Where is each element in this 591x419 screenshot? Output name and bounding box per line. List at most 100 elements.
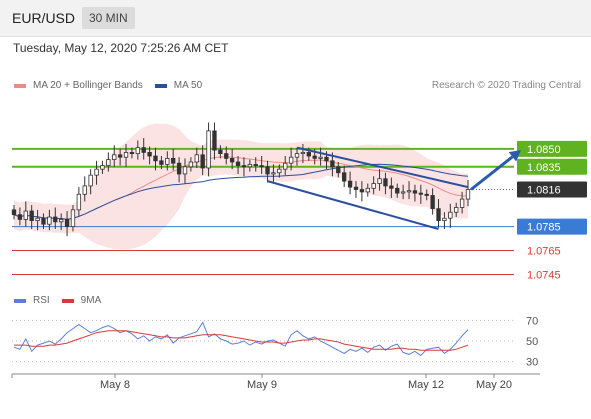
candle-body: [395, 187, 400, 194]
candle-body: [412, 190, 418, 194]
candle-body: [206, 130, 211, 169]
forecast-arrow-shaft: [470, 155, 514, 191]
legend-label-rsi: RSI: [33, 295, 50, 306]
price-panel: 1.0850 1.0835 1.0785 1.0765 1.0745 1.0816: [11, 122, 587, 281]
candle-body: [59, 219, 64, 223]
legend-item-rsi: RSI: [14, 295, 50, 306]
bollinger-band-area: [14, 123, 468, 250]
candle-body: [218, 149, 223, 155]
candle-body: [35, 217, 40, 222]
candle-body: [288, 156, 294, 164]
candle-body: [430, 195, 435, 210]
legend-label-ma50: MA 50: [173, 80, 203, 91]
candle-body: [100, 165, 105, 170]
level-label-1.0765: 1.0765: [527, 246, 561, 258]
candle-body: [64, 219, 70, 227]
candle-body: [17, 214, 23, 220]
candle-body: [259, 165, 264, 168]
candle-body: [23, 210, 28, 220]
candle-body: [389, 185, 394, 189]
candle-body: [300, 152, 306, 155]
candle-body: [176, 162, 182, 175]
current-price-label-bg: [517, 181, 587, 198]
rsi-tick-70: 70: [526, 315, 538, 327]
rsi-series-9ma: [14, 330, 469, 351]
candle-body: [11, 209, 17, 216]
legend-swatch-ma20: [14, 83, 26, 88]
candle-body: [247, 163, 253, 168]
candle-body: [212, 130, 217, 151]
legend-label-9ma: 9MA: [80, 295, 102, 306]
legend-item-9ma: 9MA: [61, 295, 102, 306]
candle-body: [135, 147, 140, 155]
current-price-label: 1.0816: [527, 185, 561, 197]
candle-body: [112, 154, 117, 161]
candle-body: [359, 189, 365, 193]
candle-body: [365, 187, 370, 193]
candle-body: [70, 209, 76, 227]
candle-body: [330, 160, 335, 168]
candle-body: [265, 166, 270, 175]
candle-body: [347, 180, 353, 188]
candle-body: [318, 156, 323, 159]
candle-body: [194, 154, 199, 163]
level-label-1.0785: 1.0785: [527, 222, 561, 234]
candle-body: [129, 152, 135, 155]
candle-body: [342, 172, 347, 182]
candle-body: [165, 158, 170, 165]
candle-body: [400, 191, 406, 194]
rsi-legend: RSI 9MA: [14, 295, 113, 306]
time-tick-label-may-8: May 8: [100, 379, 130, 391]
channel-line-lower: [267, 180, 439, 230]
candle-body: [235, 161, 241, 166]
candle-body: [141, 147, 146, 153]
candle-body: [406, 190, 412, 193]
level-label-1.0745: 1.0745: [527, 269, 561, 281]
channel-line-upper: [296, 146, 469, 189]
chart-header: EUR/USD 30 MIN: [0, 0, 591, 37]
rsi-panel: 30 50 70: [12, 315, 538, 369]
candle-body: [424, 193, 429, 196]
candle-body: [465, 189, 471, 200]
candle-body: [53, 216, 58, 223]
candle-body: [283, 162, 288, 170]
time-axis: May 8 May 9 May 12 May 20: [11, 373, 540, 391]
candle-body: [188, 161, 194, 168]
candle-body: [383, 178, 388, 187]
candle-body: [294, 153, 300, 158]
candle-body: [271, 172, 276, 175]
candle-body: [171, 158, 176, 164]
candle-body: [147, 152, 152, 157]
candle-body: [312, 155, 317, 159]
level-label-bg-1.0835: [517, 158, 587, 175]
level-label-bg-1.0850: [517, 140, 587, 157]
time-tick-label-may-9: May 9: [247, 379, 277, 391]
candle-body: [117, 154, 123, 158]
candle-body: [82, 185, 87, 195]
candle-body: [253, 163, 258, 166]
chart-timestamp: Tuesday, May 12, 2020 7:25:26 AM CET: [13, 41, 229, 55]
legend-swatch-9ma: [61, 298, 74, 303]
time-tick-label-may-12: May 12: [408, 379, 444, 391]
candle-body: [324, 156, 329, 162]
candle-body: [371, 183, 376, 189]
candle-body: [159, 160, 164, 165]
candle-body: [418, 192, 424, 195]
candle-body: [88, 174, 93, 187]
level-label-bg-1.0785: [517, 218, 587, 235]
rsi-series-rsi: [13, 321, 469, 357]
timeframe-badge[interactable]: 30 MIN: [82, 7, 135, 29]
candle-body: [241, 165, 247, 168]
level-label-1.0835: 1.0835: [527, 162, 561, 174]
candle-body: [306, 152, 311, 157]
candle-body: [336, 166, 341, 174]
candle-body: [454, 207, 459, 213]
ma20-line: [13, 156, 469, 220]
ma50-line: [13, 163, 469, 220]
legend-swatch-rsi: [14, 298, 26, 303]
candle-body: [182, 166, 188, 175]
candle-body: [459, 198, 465, 208]
candle-body: [277, 168, 282, 174]
candle-body: [123, 152, 129, 158]
